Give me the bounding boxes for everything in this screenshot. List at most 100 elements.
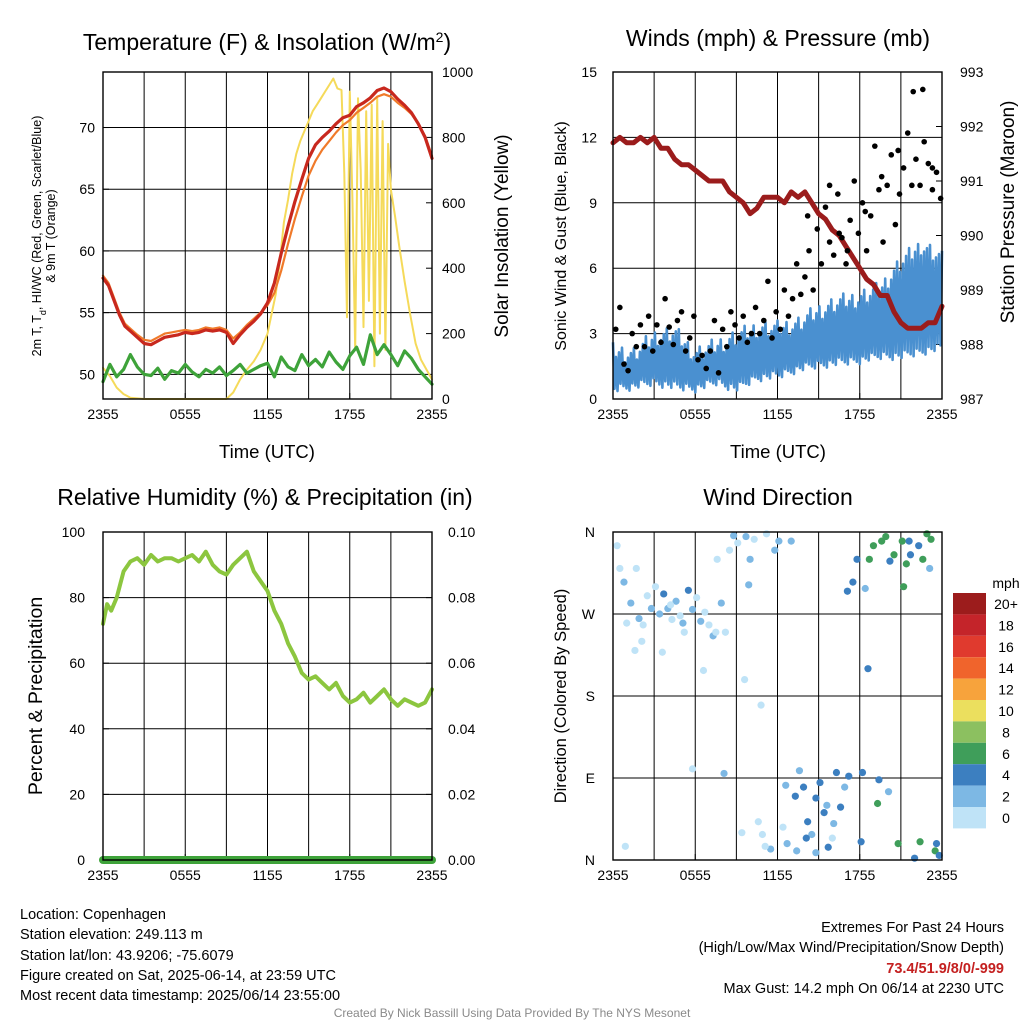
legend-label: 2 — [1002, 789, 1010, 805]
max-gust-text: Max Gust: 14.2 mph On 06/14 at 2230 UTC — [723, 980, 1004, 997]
direction-point — [882, 532, 890, 541]
direction-point — [672, 597, 680, 605]
plot-frame — [612, 71, 943, 400]
gust-point — [617, 304, 623, 311]
direction-point — [750, 535, 758, 543]
y-tick-label: 0 — [589, 391, 597, 407]
elevation-text: Station elevation: 249.113 m — [20, 927, 203, 944]
direction-point — [902, 560, 910, 568]
extremes-values: 73.4/51.9/8/0/-999 — [886, 960, 1004, 977]
direction-point — [836, 803, 845, 811]
legend-swatch — [953, 721, 986, 743]
gust-point — [929, 186, 936, 193]
y-right-axis-label: Station Pressure (Maroon) — [998, 101, 1019, 324]
direction-point — [865, 555, 873, 563]
legend-label: 16 — [998, 639, 1014, 655]
y-axis-label-line2: & 9m T (Orange) — [44, 189, 58, 282]
gust-point — [830, 252, 837, 258]
gust-point — [777, 326, 784, 333]
gust-point — [867, 213, 874, 219]
gust-point — [900, 165, 907, 171]
y-tick-label: 9 — [589, 195, 597, 211]
direction-point — [613, 542, 621, 550]
legend-label: 10 — [998, 703, 1014, 719]
gust-point — [851, 178, 858, 184]
gust-point — [769, 335, 775, 341]
y-tick-label: 80 — [69, 590, 85, 606]
gust-point — [785, 313, 792, 319]
x-tick-label: 1155 — [252, 867, 282, 883]
direction-point — [754, 818, 762, 826]
direction-point — [758, 830, 767, 839]
direction-point — [725, 546, 734, 554]
plot-frame — [102, 71, 433, 400]
gust-point — [740, 313, 747, 319]
y-right-tick-label: 991 — [960, 173, 984, 189]
gust-point — [806, 247, 812, 254]
direction-point — [795, 767, 804, 775]
gust-point — [836, 230, 842, 237]
gust-point — [641, 343, 648, 350]
gust-point — [662, 295, 668, 302]
legend-swatch — [953, 678, 986, 700]
x-tick-label: 0555 — [680, 406, 711, 422]
gust-point — [719, 326, 726, 333]
direction-point — [676, 612, 684, 620]
extremes-subtitle: (High/Low/Max Wind/Precipitation/Snow De… — [698, 940, 1004, 957]
direction-point — [823, 801, 831, 809]
created-text: Figure created on Sat, 2025-06-14, at 23… — [20, 967, 336, 984]
y-tick-label: 100 — [62, 524, 86, 540]
direction-point — [660, 590, 668, 598]
y-right-tick-label: 0 — [442, 391, 450, 407]
direction-point — [688, 765, 697, 773]
gust-point — [645, 313, 652, 319]
gust-point — [888, 152, 895, 158]
gust-point — [862, 208, 869, 215]
gust-point — [913, 156, 919, 162]
legend-swatch — [953, 807, 986, 829]
direction-point — [775, 537, 783, 545]
y-axis-label: Percent & Precipitation — [25, 597, 47, 795]
x-axis-label: Time (UTC) — [219, 441, 315, 462]
y-right-tick-label: 992 — [960, 119, 984, 135]
gust-point — [855, 230, 862, 237]
direction-point — [782, 781, 790, 789]
direction-point — [799, 783, 808, 791]
direction-point — [688, 605, 697, 614]
temperature-series-line — [101, 86, 434, 347]
direction-tick-label: S — [586, 688, 595, 704]
y-tick-label: 0 — [77, 852, 85, 868]
gust-point — [621, 361, 627, 367]
y-axis-label: Sonic Wind & Gust (Blue, Black) — [553, 121, 570, 350]
gust-point — [658, 339, 664, 346]
direction-point — [875, 776, 883, 784]
gust-point — [895, 147, 901, 154]
gust-point — [699, 352, 705, 359]
direction-point — [845, 772, 853, 780]
gust-point — [859, 200, 866, 206]
direction-point — [621, 842, 629, 850]
y-tick-label: 65 — [79, 181, 95, 197]
gust-point — [847, 217, 853, 224]
direction-point — [620, 578, 628, 586]
direction-point — [658, 648, 666, 656]
direction-point — [680, 628, 688, 636]
direction-point — [804, 818, 812, 826]
x-tick-label: 1155 — [252, 406, 282, 422]
direction-point — [697, 617, 705, 625]
direction-point — [741, 676, 749, 684]
direction-point — [857, 838, 865, 846]
x-tick-label: 2355 — [926, 406, 957, 422]
legend-swatch — [953, 635, 986, 658]
plot-frame — [612, 531, 943, 861]
gust-point — [674, 317, 681, 324]
legend-swatch — [953, 742, 986, 765]
direction-point — [884, 788, 893, 796]
direction-point — [643, 592, 651, 600]
x-tick-label: 1155 — [762, 867, 792, 883]
legend-title: mph — [992, 575, 1019, 591]
direction-point — [900, 583, 908, 591]
gust-point — [637, 322, 644, 328]
gust-point — [929, 165, 936, 171]
